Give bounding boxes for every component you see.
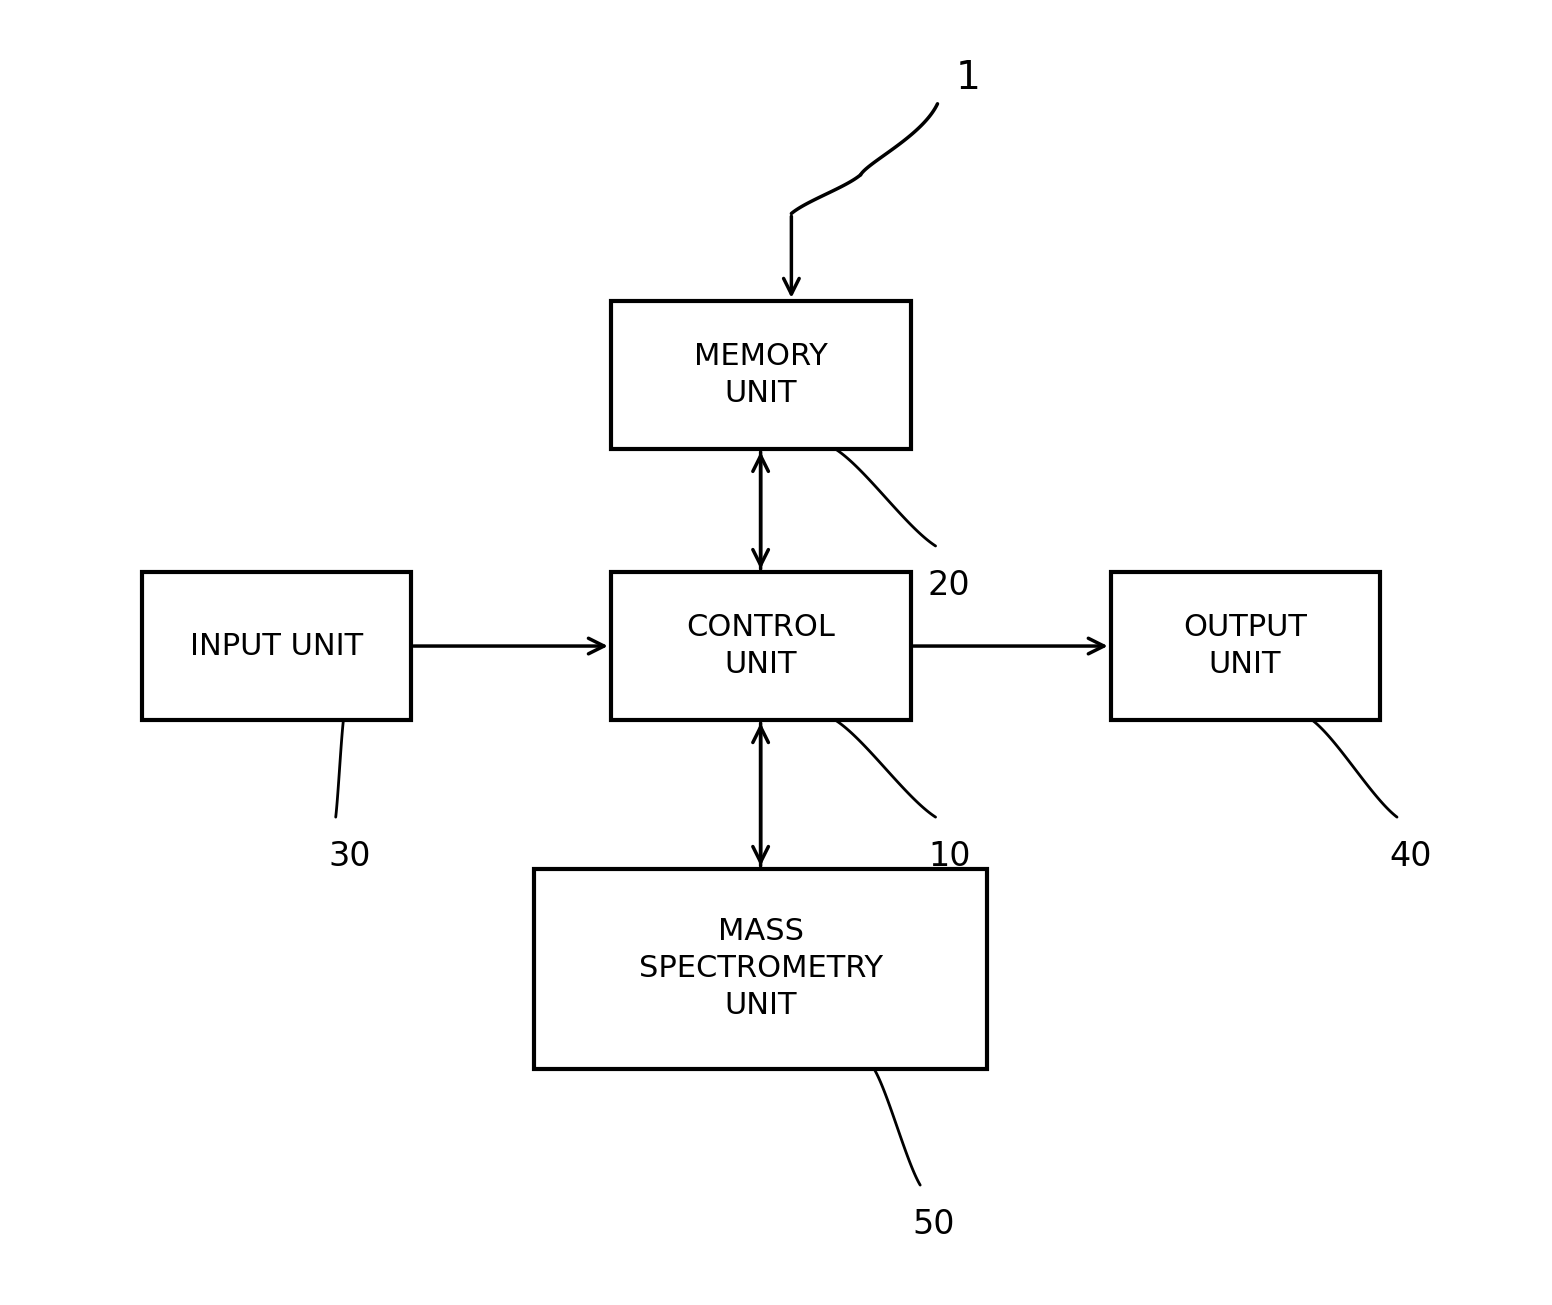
- Text: 30: 30: [327, 840, 371, 873]
- Bar: [610, 300, 911, 449]
- Text: MASS
SPECTROMETRY
UNIT: MASS SPECTROMETRY UNIT: [638, 917, 883, 1021]
- Bar: [610, 572, 911, 720]
- Text: INPUT UNIT: INPUT UNIT: [189, 632, 363, 660]
- Bar: [141, 572, 411, 720]
- Text: OUTPUT
UNIT: OUTPUT UNIT: [1183, 613, 1307, 679]
- Text: 40: 40: [1389, 840, 1432, 873]
- Text: 10: 10: [928, 840, 970, 873]
- Bar: [534, 869, 987, 1069]
- Text: CONTROL
UNIT: CONTROL UNIT: [686, 613, 835, 679]
- Text: 50: 50: [913, 1208, 954, 1241]
- Text: 20: 20: [928, 569, 970, 602]
- Text: MEMORY
UNIT: MEMORY UNIT: [694, 342, 827, 408]
- Text: 1: 1: [956, 59, 981, 98]
- Bar: [1111, 572, 1380, 720]
